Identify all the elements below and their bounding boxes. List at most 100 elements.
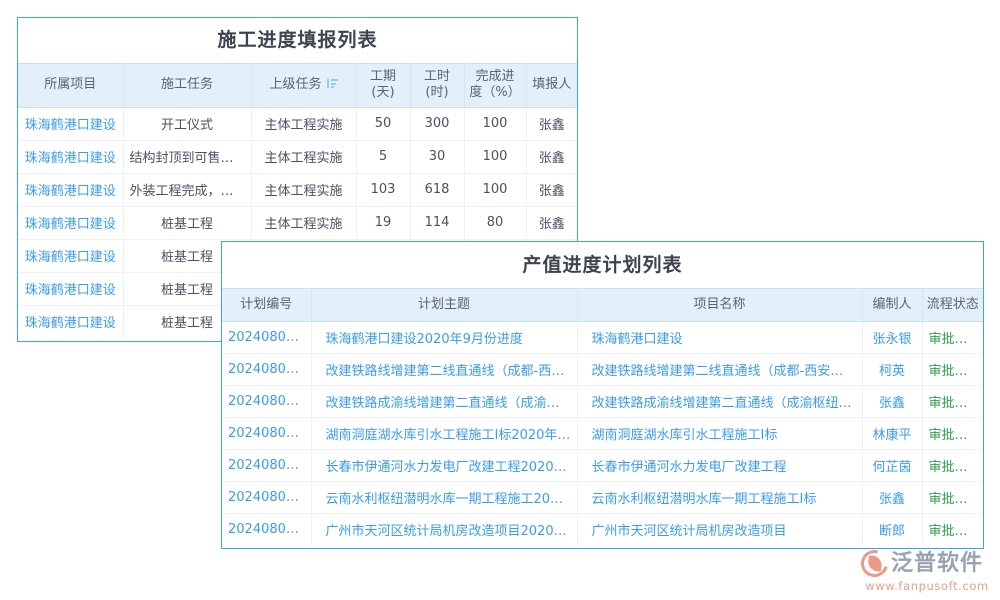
table-row[interactable]: 2024080010 改建铁路成渝线增建第二直通线（成渝枢纽）... 改建铁路成… [222,385,983,418]
cell-plan-subject[interactable]: 云南水利枢纽潜明水库一期工程施工2020年8... [311,481,578,514]
column-header-project-name[interactable]: 项目名称 [577,288,863,322]
table-row[interactable]: 珠海鹤港口建设 结构封顶到可售状态 主体工程实施 5 30 100 张鑫 [18,140,577,174]
column-header-author[interactable]: 编制人 [862,288,923,322]
cell-plan-no[interactable]: 2024080010 [222,385,312,418]
cell-task: 外装工程完成，拆... [123,173,252,207]
cell-plan-subject[interactable]: 改建铁路成渝线增建第二直通线（成渝枢纽）... [311,385,578,418]
cell-reporter: 张鑫 [526,140,577,174]
table-row[interactable]: 2024080012 珠海鹤港口建设2020年9月份进度 珠海鹤港口建设 张永银… [222,321,983,354]
cell-author: 林康平 [862,417,923,450]
cell-project[interactable]: 珠海鹤港口建设 [18,107,124,141]
cell-progress: 100 [464,107,527,141]
cell-parent-task: 主体工程实施 [251,206,357,240]
status-badge: 审批通过 [922,449,983,482]
table-row[interactable]: 珠海鹤港口建设 开工仪式 主体工程实施 50 300 100 张鑫 [18,107,577,141]
table-row[interactable]: 2024080007 云南水利枢纽潜明水库一期工程施工2020年8... 云南水… [222,481,983,514]
cell-plan-subject[interactable]: 长春市伊通河水力发电厂改建工程2020年8月... [311,449,578,482]
cell-parent-task: 主体工程实施 [251,140,357,174]
column-header-status[interactable]: 流程状态 [922,288,983,322]
output-plan-panel: 产值进度计划列表 计划编号 计划主题 项目名称 编制人 流程状态 2024080… [221,241,984,549]
column-header-plan-no[interactable]: 计划编号 [222,288,312,322]
cell-author: 张鑫 [862,385,923,418]
cell-project[interactable]: 珠海鹤港口建设 [18,173,124,207]
cell-parent-task: 主体工程实施 [251,173,357,207]
fanpu-swoosh-icon [856,545,893,582]
table-row[interactable]: 2024080011 改建铁路线增建第二线直通线（成都-西安）电... 改建铁路… [222,353,983,386]
table-row[interactable]: 2024080006 广州市天河区统计局机房改造项目2020年9月... 广州市… [222,513,983,546]
fanpusoft-logo: 泛普软件 www.fanpusoft.com [856,545,993,594]
cell-plan-no[interactable]: 2024080009 [222,417,312,450]
table-row[interactable]: 2024080009 湖南洞庭湖水库引水工程施工I标2020年9月份... 湖南… [222,417,983,450]
cell-plan-subject[interactable]: 珠海鹤港口建设2020年9月份进度 [311,321,578,354]
column-header-duration[interactable]: 工期 (天) [356,63,411,108]
cell-project-name[interactable]: 改建铁路线增建第二线直通线（成都-西安）电... [577,353,863,386]
status-badge: 审批通过 [922,321,983,354]
cell-project-name[interactable]: 珠海鹤港口建设 [577,321,863,354]
sort-list-icon[interactable] [326,78,338,89]
panel-title-output: 产值进度计划列表 [222,242,983,288]
table-header-row: 计划编号 计划主题 项目名称 编制人 流程状态 [222,288,983,322]
cell-progress: 100 [464,173,527,207]
column-label: 施工任务 [160,77,213,93]
cell-project-name[interactable]: 云南水利枢纽潜明水库一期工程施工I标 [577,481,863,514]
panel-title-construction: 施工进度填报列表 [18,18,577,63]
cell-plan-no[interactable]: 2024080007 [222,481,312,514]
table-row[interactable]: 2024080008 长春市伊通河水力发电厂改建工程2020年8月... 长春市… [222,449,983,482]
table-row[interactable]: 珠海鹤港口建设 外装工程完成，拆... 主体工程实施 103 618 100 张… [18,173,577,207]
column-header-task[interactable]: 施工任务 [123,63,252,108]
cell-plan-no[interactable]: 2024080006 [222,513,312,546]
column-label-line2: 度（%） [469,85,521,101]
cell-plan-no[interactable]: 2024080011 [222,353,312,386]
cell-reporter: 张鑫 [526,173,577,207]
cell-project-name[interactable]: 长春市伊通河水力发电厂改建工程 [577,449,863,482]
column-header-parent-task[interactable]: 上级任务 [251,63,357,108]
status-badge: 审批通过 [922,481,983,514]
column-header-reporter[interactable]: 填报人 [526,63,577,108]
cell-workhours: 300 [410,107,465,141]
cell-task: 桩基工程 [123,206,252,240]
cell-task: 结构封顶到可售状态 [123,140,252,174]
logo-brand-text: 泛普软件 [891,551,984,576]
cell-plan-no[interactable]: 2024080012 [222,321,312,354]
cell-project-name[interactable]: 湖南洞庭湖水库引水工程施工I标 [577,417,863,450]
cell-plan-no[interactable]: 2024080008 [222,449,312,482]
table-row[interactable]: 珠海鹤港口建设 桩基工程 主体工程实施 19 114 80 张鑫 [18,206,577,240]
column-label-line2: (天) [371,85,395,101]
cell-duration: 5 [356,140,411,174]
cell-project[interactable]: 珠海鹤港口建设 [18,239,124,273]
cell-workhours: 618 [410,173,465,207]
status-badge: 审批通过 [922,385,983,418]
column-label-line2: (时) [425,85,449,101]
column-label-line1: 工时 [423,69,450,84]
cell-project[interactable]: 珠海鹤港口建设 [18,272,124,306]
cell-project[interactable]: 珠海鹤港口建设 [18,206,124,240]
cell-project-name[interactable]: 改建铁路成渝线增建第二直通线（成渝枢纽）... [577,385,863,418]
table-header-row: 所属项目 施工任务 上级任务 工期 (天) 工时 (时) 完成进 度（%） 填报人 [18,63,577,108]
column-label-line1: 完成进 [475,69,515,84]
cell-progress: 100 [464,140,527,174]
cell-author: 断郎 [862,513,923,546]
column-header-workhours[interactable]: 工时 (时) [410,63,465,108]
cell-workhours: 30 [410,140,465,174]
output-table-body: 2024080012 珠海鹤港口建设2020年9月份进度 珠海鹤港口建设 张永银… [222,321,983,546]
cell-reporter: 张鑫 [526,107,577,141]
cell-duration: 50 [356,107,411,141]
column-header-progress[interactable]: 完成进 度（%） [464,63,527,108]
column-label: 所属项目 [44,77,97,93]
cell-plan-subject[interactable]: 广州市天河区统计局机房改造项目2020年9月... [311,513,578,546]
logo-url-text: www.fanpusoft.com [865,579,989,593]
cell-project-name[interactable]: 广州市天河区统计局机房改造项目 [577,513,863,546]
cell-task: 开工仪式 [123,107,252,141]
cell-project[interactable]: 珠海鹤港口建设 [18,140,124,174]
cell-duration: 103 [356,173,411,207]
cell-workhours: 114 [410,206,465,240]
cell-plan-subject[interactable]: 湖南洞庭湖水库引水工程施工I标2020年9月份... [311,417,578,450]
column-header-plan-subject[interactable]: 计划主题 [311,288,578,322]
cell-plan-subject[interactable]: 改建铁路线增建第二线直通线（成都-西安）电... [311,353,578,386]
column-label: 填报人 [532,77,572,93]
cell-project[interactable]: 珠海鹤港口建设 [18,305,124,338]
cell-progress: 80 [464,206,527,240]
cell-parent-task: 主体工程实施 [251,107,357,141]
column-header-project[interactable]: 所属项目 [18,63,124,108]
status-badge: 审批通过 [922,417,983,450]
